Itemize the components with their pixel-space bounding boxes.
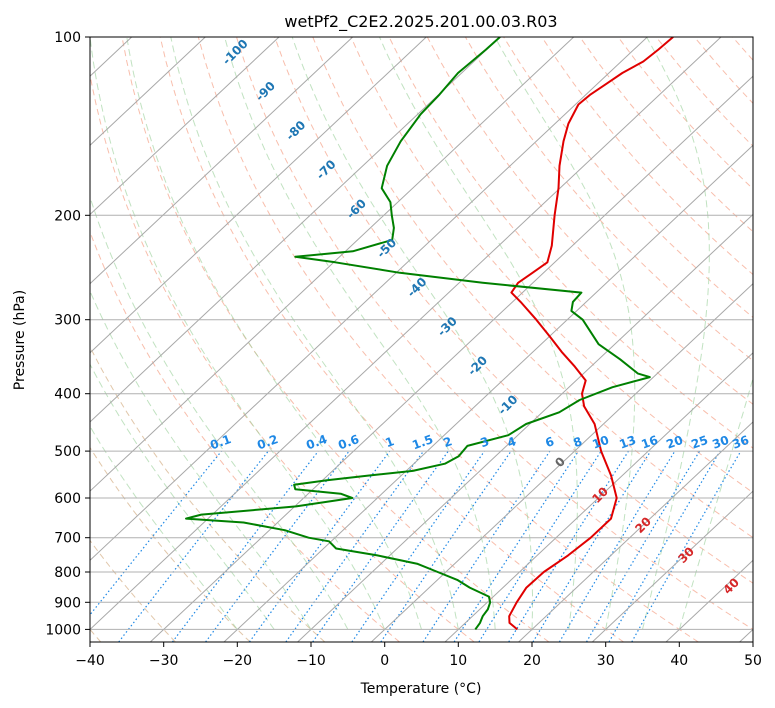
sounding-profiles — [185, 37, 674, 631]
moist-adiabat — [494, 37, 636, 630]
plot-frame — [89, 36, 754, 643]
mixing-ratio-label: 30 — [710, 433, 730, 452]
isotherm-line — [90, 37, 427, 354]
moist-adiabat — [90, 289, 312, 630]
mixing-ratio-line — [558, 450, 676, 642]
isotherm-line — [370, 282, 753, 642]
moist-adiabat — [291, 37, 533, 630]
plot-area — [90, 37, 753, 642]
x-axis-label: Temperature (°C) — [360, 681, 482, 697]
moist-adiabat — [90, 425, 238, 630]
chart-title: wetPf2_C2E2.2025.201.00.03.R03 — [284, 12, 557, 32]
moist-adiabat — [379, 37, 578, 630]
mixing-ratio-label: 10 — [590, 433, 610, 452]
moist-adiabat — [126, 37, 422, 630]
dry-adiabat — [312, 37, 753, 539]
mixing-ratio-label: 36 — [730, 433, 750, 452]
dry-adiabat — [350, 37, 753, 494]
mixing-ratio-label: 1.5 — [410, 432, 435, 452]
isotherm-line — [90, 37, 501, 423]
mixing-ratio-line — [532, 450, 652, 642]
dry-adiabat — [90, 346, 326, 642]
y-tick-label: 200 — [54, 208, 81, 224]
isotherm-line — [90, 37, 354, 285]
dry-adiabat — [159, 37, 624, 642]
moist-adiabat — [642, 37, 710, 630]
mixing-ratio-label: 16 — [639, 433, 659, 452]
mixing-ratio-label: 0.4 — [304, 432, 329, 452]
x-tick-label: 0 — [380, 653, 389, 669]
y-tick-label: 800 — [54, 565, 81, 581]
dry-adiabat — [503, 37, 753, 319]
mixing-ratio-label: 0.6 — [336, 432, 361, 452]
y-tick-label: 1000 — [45, 622, 81, 638]
skewed-isotherms — [0, 37, 753, 642]
mixing-ratio-label: 0.1 — [208, 432, 233, 452]
mixing-ratio-line — [453, 450, 579, 642]
x-tick-label: −40 — [75, 653, 105, 669]
x-tick-label: 50 — [744, 653, 762, 669]
moist-adiabat — [90, 195, 349, 630]
isotherm-line — [90, 37, 206, 146]
dry-adiabat — [90, 71, 475, 642]
x-tick-label: −10 — [296, 653, 326, 669]
mixing-ratio-line — [422, 450, 551, 642]
moist-adiabat — [90, 37, 386, 630]
x-tick-label: 10 — [449, 653, 467, 669]
mixing-ratio-line — [205, 450, 350, 642]
isotherm-line — [90, 37, 648, 561]
y-tick-label: 100 — [54, 30, 81, 46]
x-tick-label: −20 — [223, 653, 253, 669]
dry-adiabat — [236, 37, 753, 630]
moist-adiabat — [90, 363, 275, 630]
dry-adiabat — [771, 37, 775, 642]
isotherm-line — [591, 490, 753, 642]
mixing-ratio-line — [171, 450, 319, 642]
temperature-profile — [508, 37, 674, 631]
x-tick-label: 30 — [597, 653, 615, 669]
mixing-ratio-label: 25 — [689, 433, 709, 452]
moist-adiabat — [224, 37, 496, 630]
mixing-ratio-line — [351, 450, 485, 642]
isotherm-line — [90, 37, 722, 631]
mixing-ratio-label: 0.2 — [255, 432, 280, 452]
mixing-ratio-label: 20 — [664, 433, 684, 452]
y-tick-label: 400 — [54, 387, 81, 403]
dewpoint-profile — [185, 37, 651, 630]
dry-adiabats — [90, 37, 775, 642]
moist-adiabat — [678, 376, 753, 630]
y-tick-label: 900 — [54, 595, 81, 611]
x-tick-label: −30 — [149, 653, 179, 669]
dry-adiabat — [90, 446, 251, 642]
isotherm-line — [444, 352, 753, 642]
isotherm-line — [518, 421, 753, 642]
y-tick-label: 300 — [54, 313, 81, 329]
x-tick-label: 40 — [670, 653, 688, 669]
y-tick-label: 700 — [54, 531, 81, 547]
isotherm-line — [297, 213, 753, 642]
mixing-ratio-line — [90, 450, 222, 616]
isotherm-line — [90, 37, 280, 216]
isotherm-line — [149, 75, 753, 642]
pressure-gridlines — [90, 37, 753, 630]
y-tick-label: 500 — [54, 444, 81, 460]
mixing-ratio-line — [248, 450, 391, 642]
x-axis-ticks: −40 −30 −20 −10 0 10 20 30 40 50 — [75, 642, 762, 669]
mixing-ratio-line — [312, 450, 449, 642]
mixing-ratio-label: 13 — [617, 433, 637, 452]
isotherm-line — [0, 37, 58, 642]
y-axis-label: Pressure (hPa) — [12, 290, 28, 390]
isotherm-line — [90, 37, 575, 492]
y-tick-label: 600 — [54, 491, 81, 507]
mixing-ratio-line — [285, 450, 424, 642]
dry-adiabat — [274, 37, 753, 584]
isotherm-line — [223, 144, 753, 642]
x-tick-label: 20 — [523, 653, 541, 669]
y-axis-ticks: 100 200 300 400 500 600 700 800 900 1000 — [45, 30, 90, 638]
